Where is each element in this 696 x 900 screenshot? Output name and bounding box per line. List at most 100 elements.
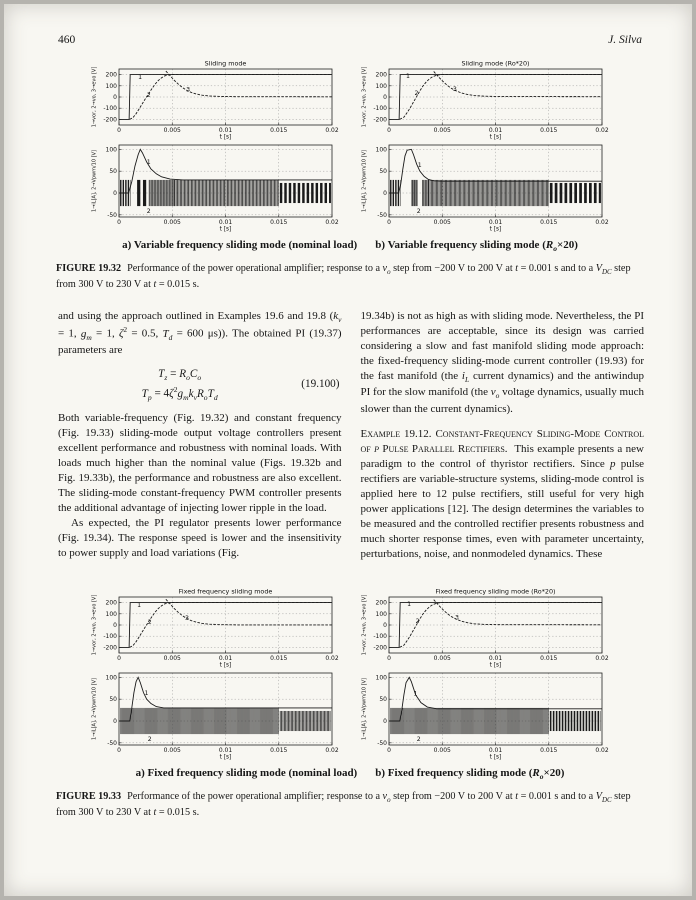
- svg-text:0: 0: [113, 622, 117, 629]
- svg-text:0.02: 0.02: [325, 127, 339, 134]
- svg-text:200: 200: [106, 600, 118, 607]
- svg-text:100: 100: [376, 83, 388, 90]
- svg-text:1→iL[A], 2→Vpwm/10 [V]: 1→iL[A], 2→Vpwm/10 [V]: [92, 150, 98, 212]
- fig1933-subcaption-b: b) Fixed frequency sliding mode (Ro×20): [375, 767, 565, 782]
- chart-1933a-voltage: 0 0.005 0.01 0.015 0.02 -200 -100 0 100 200 1 2 3 Fix…: [89, 586, 341, 669]
- svg-text:0.02: 0.02: [595, 127, 609, 134]
- svg-text:-50: -50: [107, 212, 117, 219]
- equation-line-1: Tz = RoCo: [158, 368, 202, 383]
- svg-text:-100: -100: [373, 105, 387, 112]
- chart-1933a-current: 0 0.005 0.01 0.015 0.02 -50 0 50 100 1 2 t [s] 1→iL[…: [89, 668, 341, 760]
- svg-text:100: 100: [106, 611, 118, 618]
- svg-text:1: 1: [406, 73, 410, 80]
- svg-text:-100: -100: [103, 633, 117, 640]
- svg-text:-50: -50: [377, 740, 387, 747]
- chart-1933b-current: 0 0.005 0.01 0.015 0.02 -50 0 50 100 1 2 t [s] 1→iL[…: [359, 668, 611, 760]
- svg-text:0.015: 0.015: [540, 655, 557, 662]
- paragraph: As expected, the PI regulator presents l…: [58, 517, 342, 559]
- svg-text:0.015: 0.015: [270, 655, 287, 662]
- svg-text:0.01: 0.01: [219, 747, 233, 754]
- svg-text:0.005: 0.005: [434, 747, 451, 754]
- svg-text:100: 100: [376, 611, 388, 618]
- svg-text:1: 1: [137, 602, 141, 609]
- svg-text:t [s]: t [s]: [490, 135, 502, 141]
- svg-text:200: 200: [376, 72, 388, 79]
- svg-text:2: 2: [147, 92, 151, 99]
- svg-text:0.02: 0.02: [325, 219, 339, 226]
- svg-text:3: 3: [185, 615, 189, 622]
- svg-text:-200: -200: [103, 116, 117, 123]
- svg-text:0: 0: [383, 718, 387, 725]
- svg-text:0: 0: [113, 718, 117, 725]
- fig1932-subcaption-b: b) Variable frequency sliding mode (Ro×2…: [375, 239, 578, 254]
- fig1933-panels: 0 0.005 0.01 0.015 0.02 -200 -100 0 100 200 1 2 3 Fix…: [52, 586, 648, 761]
- svg-text:100: 100: [376, 146, 388, 153]
- fig1932-caption: FIGURE 19.32 Performance of the power ope…: [52, 262, 648, 291]
- svg-text:0: 0: [113, 94, 117, 101]
- svg-text:0.01: 0.01: [219, 655, 233, 662]
- svg-text:0: 0: [113, 190, 117, 197]
- svg-text:0.005: 0.005: [164, 219, 181, 226]
- fig1933-subcaptions: a) Fixed frequency sliding mode (nominal…: [52, 767, 648, 781]
- svg-text:0: 0: [387, 747, 391, 754]
- fig1932-subcaptions: a) Variable frequency sliding mode (nomi…: [52, 239, 648, 253]
- svg-text:2: 2: [147, 208, 151, 215]
- svg-text:0.01: 0.01: [489, 219, 503, 226]
- svg-text:2: 2: [415, 90, 419, 97]
- svg-text:2: 2: [416, 618, 420, 625]
- svg-text:0: 0: [387, 219, 391, 226]
- fig1932-panel-b: 0 0.005 0.01 0.015 0.02 -200 -100 0 100 200 1 2 3 Sli…: [359, 58, 611, 233]
- fig1932-caption-label: FIGURE 19.32: [56, 263, 122, 275]
- left-column: and using the approach outlined in Examp…: [58, 309, 342, 562]
- svg-text:0.015: 0.015: [540, 747, 557, 754]
- svg-text:0: 0: [383, 190, 387, 197]
- svg-text:100: 100: [106, 146, 118, 153]
- svg-text:0.015: 0.015: [270, 219, 287, 226]
- svg-text:1→vor, 2→vo, 3→evo [V]: 1→vor, 2→vo, 3→evo [V]: [92, 595, 98, 656]
- svg-text:0.015: 0.015: [270, 747, 287, 754]
- fig1932-subcaption-a: a) Variable frequency sliding mode (nomi…: [122, 239, 358, 251]
- svg-text:t [s]: t [s]: [220, 135, 232, 141]
- svg-text:t [s]: t [s]: [490, 663, 502, 669]
- fig1932-panels: 0 0.005 0.01 0.015 0.02 -200 -100 0 100 200 1 2 3 Sli…: [52, 58, 648, 233]
- body-text: and using the approach outlined in Examp…: [58, 309, 644, 562]
- svg-text:0: 0: [117, 747, 121, 754]
- svg-text:Sliding mode (Ro*20): Sliding mode (Ro*20): [461, 60, 529, 68]
- svg-text:0.01: 0.01: [219, 127, 233, 134]
- svg-text:0: 0: [117, 655, 121, 662]
- svg-text:0.015: 0.015: [540, 219, 557, 226]
- svg-text:t [s]: t [s]: [220, 227, 232, 233]
- svg-text:1→iL[A], 2→Vpwm/10 [V]: 1→iL[A], 2→Vpwm/10 [V]: [92, 678, 98, 740]
- fig1932-panel-a: 0 0.005 0.01 0.015 0.02 -200 -100 0 100 200 1 2 3 Sli…: [89, 58, 341, 233]
- svg-text:2: 2: [417, 208, 421, 215]
- svg-text:1→vor, 2→vo, 3→evo [V]: 1→vor, 2→vo, 3→evo [V]: [362, 67, 368, 128]
- svg-text:0.015: 0.015: [540, 127, 557, 134]
- svg-text:1: 1: [407, 601, 411, 608]
- fig1933-subcaption-a: a) Fixed frequency sliding mode (nominal…: [135, 767, 358, 779]
- svg-text:0.01: 0.01: [489, 655, 503, 662]
- chart-1932a-current: 0 0.005 0.01 0.015 0.02 -50 0 50 100 1 2 t [s] 1→iL[…: [89, 140, 341, 232]
- page-number: 460: [58, 34, 76, 46]
- svg-text:100: 100: [106, 674, 118, 681]
- svg-text:-200: -200: [373, 116, 387, 123]
- fig1933-caption-text: Performance of the power operational amp…: [56, 791, 631, 818]
- svg-text:0.015: 0.015: [270, 127, 287, 134]
- svg-text:50: 50: [109, 168, 117, 175]
- svg-text:1: 1: [418, 162, 422, 169]
- svg-text:1→vor, 2→vo, 3→evo [V]: 1→vor, 2→vo, 3→evo [V]: [362, 595, 368, 656]
- svg-text:0: 0: [383, 94, 387, 101]
- equation-19-100: Tz = RoCo Tp = 4ζ2gmkvRoTd (19.100): [58, 366, 342, 403]
- svg-text:0: 0: [117, 219, 121, 226]
- chart-1932b-current: 0 0.005 0.01 0.015 0.02 -50 0 50 100 1 2 t [s] 1→iL[…: [359, 140, 611, 232]
- svg-text:0: 0: [383, 622, 387, 629]
- svg-text:2: 2: [148, 736, 152, 743]
- svg-text:-50: -50: [377, 212, 387, 219]
- chart-1932a-voltage: 0 0.005 0.01 0.015 0.02 -200 -100 0 100 200 1 2 3 Sli…: [89, 58, 341, 141]
- svg-text:0.005: 0.005: [434, 655, 451, 662]
- svg-text:0.005: 0.005: [434, 127, 451, 134]
- svg-text:100: 100: [376, 674, 388, 681]
- svg-text:-200: -200: [373, 644, 387, 651]
- svg-text:0.005: 0.005: [164, 747, 181, 754]
- svg-text:1: 1: [413, 691, 417, 698]
- svg-text:3: 3: [453, 86, 457, 93]
